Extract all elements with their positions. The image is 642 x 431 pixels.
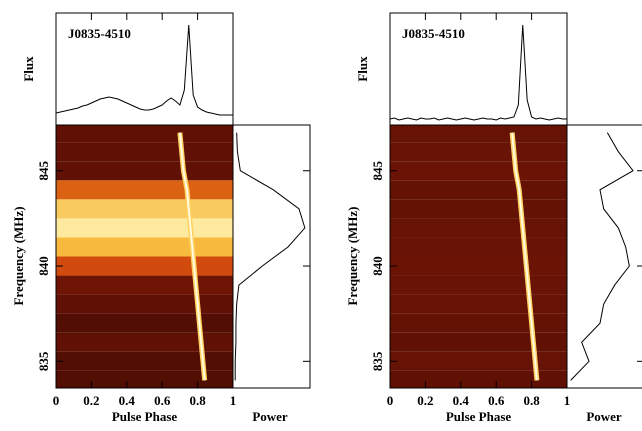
y-tick-label: 840 — [370, 256, 385, 276]
power-frame — [232, 124, 311, 389]
flux-label: Flux — [355, 56, 370, 82]
heatmap-row — [390, 275, 567, 295]
heatmap-row — [390, 351, 567, 371]
heatmap-row — [56, 256, 233, 276]
power-frame — [566, 124, 642, 389]
flux-profile — [55, 24, 233, 116]
x-tick-label: 0.4 — [119, 393, 136, 408]
pulse-core — [178, 132, 206, 381]
heatmap-row — [390, 332, 567, 352]
y-tick-label: 835 — [36, 351, 51, 371]
x-tick-label: 0.4 — [453, 393, 470, 408]
heatmap-row — [56, 275, 233, 295]
heatmap — [390, 125, 567, 388]
x-tick-label: 0.8 — [189, 393, 206, 408]
title: J0835-4510 — [68, 26, 131, 41]
heatmap-row — [56, 218, 233, 238]
heatmap-row — [390, 180, 567, 200]
heatmap-row — [56, 332, 233, 352]
heatmap — [56, 125, 233, 388]
heatmap-row — [390, 161, 567, 181]
y-tick-label: 835 — [370, 351, 385, 371]
y-tick-label: 845 — [36, 160, 51, 180]
power-profile — [234, 132, 306, 381]
x-tick-label: 0 — [53, 393, 60, 408]
heatmap-row — [390, 237, 567, 257]
heatmap-row — [56, 180, 233, 200]
heatmap-row — [56, 161, 233, 181]
x-tick-label: 0.2 — [417, 393, 433, 408]
power-profile — [570, 132, 634, 381]
heatmap-row — [56, 125, 233, 143]
y-tick-label: 845 — [370, 160, 385, 180]
power-label: Power — [252, 409, 288, 424]
heatmap-row — [390, 125, 567, 143]
heatmap-row — [56, 237, 233, 257]
flux-label: Flux — [21, 56, 36, 82]
title: J0835-4510 — [402, 26, 465, 41]
heatmap-row — [56, 313, 233, 333]
heatmap-row — [56, 294, 233, 314]
x-label: Pulse Phase — [112, 409, 178, 424]
x-label: Pulse Phase — [446, 409, 512, 424]
x-tick-label: 0 — [387, 393, 394, 408]
x-tick-label: 0.2 — [83, 393, 99, 408]
y-label: Frequency (MHz) — [345, 206, 360, 305]
x-tick-label: 1 — [564, 393, 571, 408]
heatmap-row — [390, 142, 567, 162]
power-label: Power — [586, 409, 622, 424]
flux-profile — [389, 24, 567, 121]
heatmap-row — [56, 351, 233, 371]
x-tick-label: 0.6 — [488, 393, 505, 408]
heatmap-row — [56, 199, 233, 219]
heatmap-row — [390, 370, 567, 388]
heatmap-row — [390, 313, 567, 333]
heatmap-row — [390, 294, 567, 314]
heatmap-row — [56, 370, 233, 388]
x-tick-label: 0.8 — [523, 393, 540, 408]
x-tick-label: 0.6 — [154, 393, 171, 408]
heatmap-row — [390, 256, 567, 276]
heatmap-row — [56, 142, 233, 162]
y-tick-label: 840 — [36, 256, 51, 276]
heatmap-row — [390, 199, 567, 219]
heatmap-row — [390, 218, 567, 238]
x-tick-label: 1 — [230, 393, 237, 408]
pulse-core — [511, 132, 538, 381]
y-label: Frequency (MHz) — [11, 206, 26, 305]
